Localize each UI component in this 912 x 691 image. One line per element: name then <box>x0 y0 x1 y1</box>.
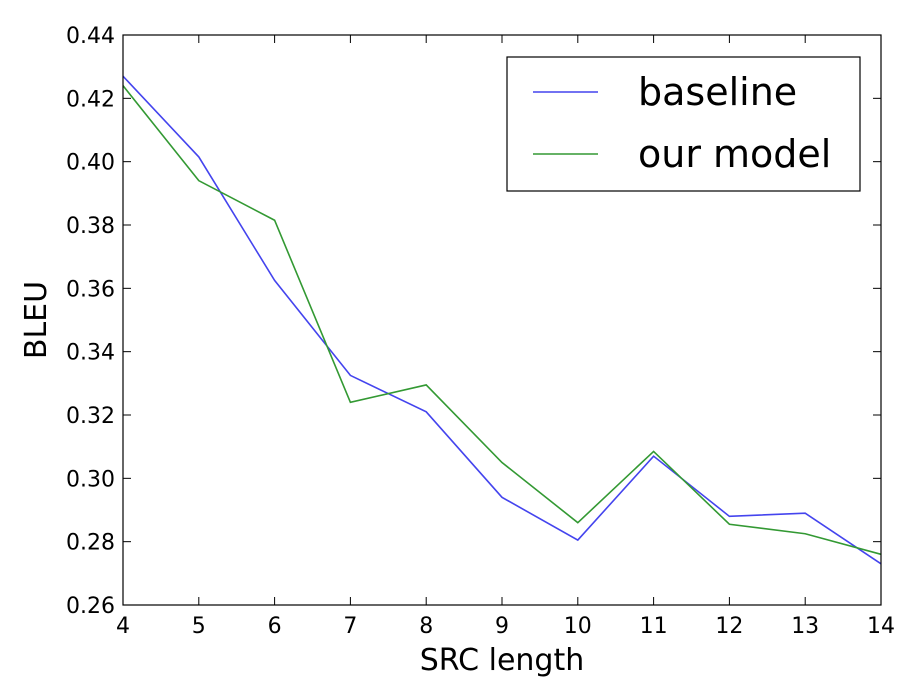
y-tick-label: 0.28 <box>66 531 115 556</box>
y-axis: 0.26 0.28 0.30 0.32 0.34 0.36 0.38 0.40 0.42 0.44 <box>66 24 881 619</box>
y-tick-label: 0.36 <box>66 277 115 302</box>
legend-label: baseline <box>638 70 797 114</box>
legend-frame <box>506 56 861 192</box>
legend: baseline our model <box>506 56 861 192</box>
y-tick-label: 0.44 <box>66 24 115 49</box>
series-line-our-model <box>122 85 882 556</box>
x-axis: 4 5 6 7 8 9 10 11 12 13 14 <box>116 35 895 639</box>
x-tick-label: 6 <box>268 614 282 639</box>
x-tick-label: 14 <box>867 614 895 639</box>
y-tick-label: 0.30 <box>66 467 115 492</box>
x-tick-label: 13 <box>791 614 819 639</box>
y-tick-label: 0.40 <box>66 151 115 176</box>
x-axis-label: SRC length <box>420 643 585 678</box>
x-tick-label: 4 <box>116 614 130 639</box>
y-tick-label: 0.38 <box>66 214 115 239</box>
y-tick-label: 0.42 <box>66 87 115 112</box>
x-tick-label: 10 <box>564 614 592 639</box>
legend-label: our model <box>638 132 831 176</box>
y-axis-label: BLEU <box>19 281 54 359</box>
x-tick-label: 11 <box>640 614 668 639</box>
y-tick-label: 0.32 <box>66 404 115 429</box>
x-tick-label: 7 <box>343 614 357 639</box>
x-tick-label: 5 <box>192 614 206 639</box>
series-line-baseline <box>122 75 882 565</box>
y-tick-label: 0.34 <box>66 341 115 366</box>
x-tick-label: 12 <box>715 614 743 639</box>
y-tick-label: 0.26 <box>66 594 115 619</box>
series-layer <box>122 75 882 565</box>
x-tick-label: 8 <box>419 614 433 639</box>
x-tick-label: 9 <box>495 614 509 639</box>
